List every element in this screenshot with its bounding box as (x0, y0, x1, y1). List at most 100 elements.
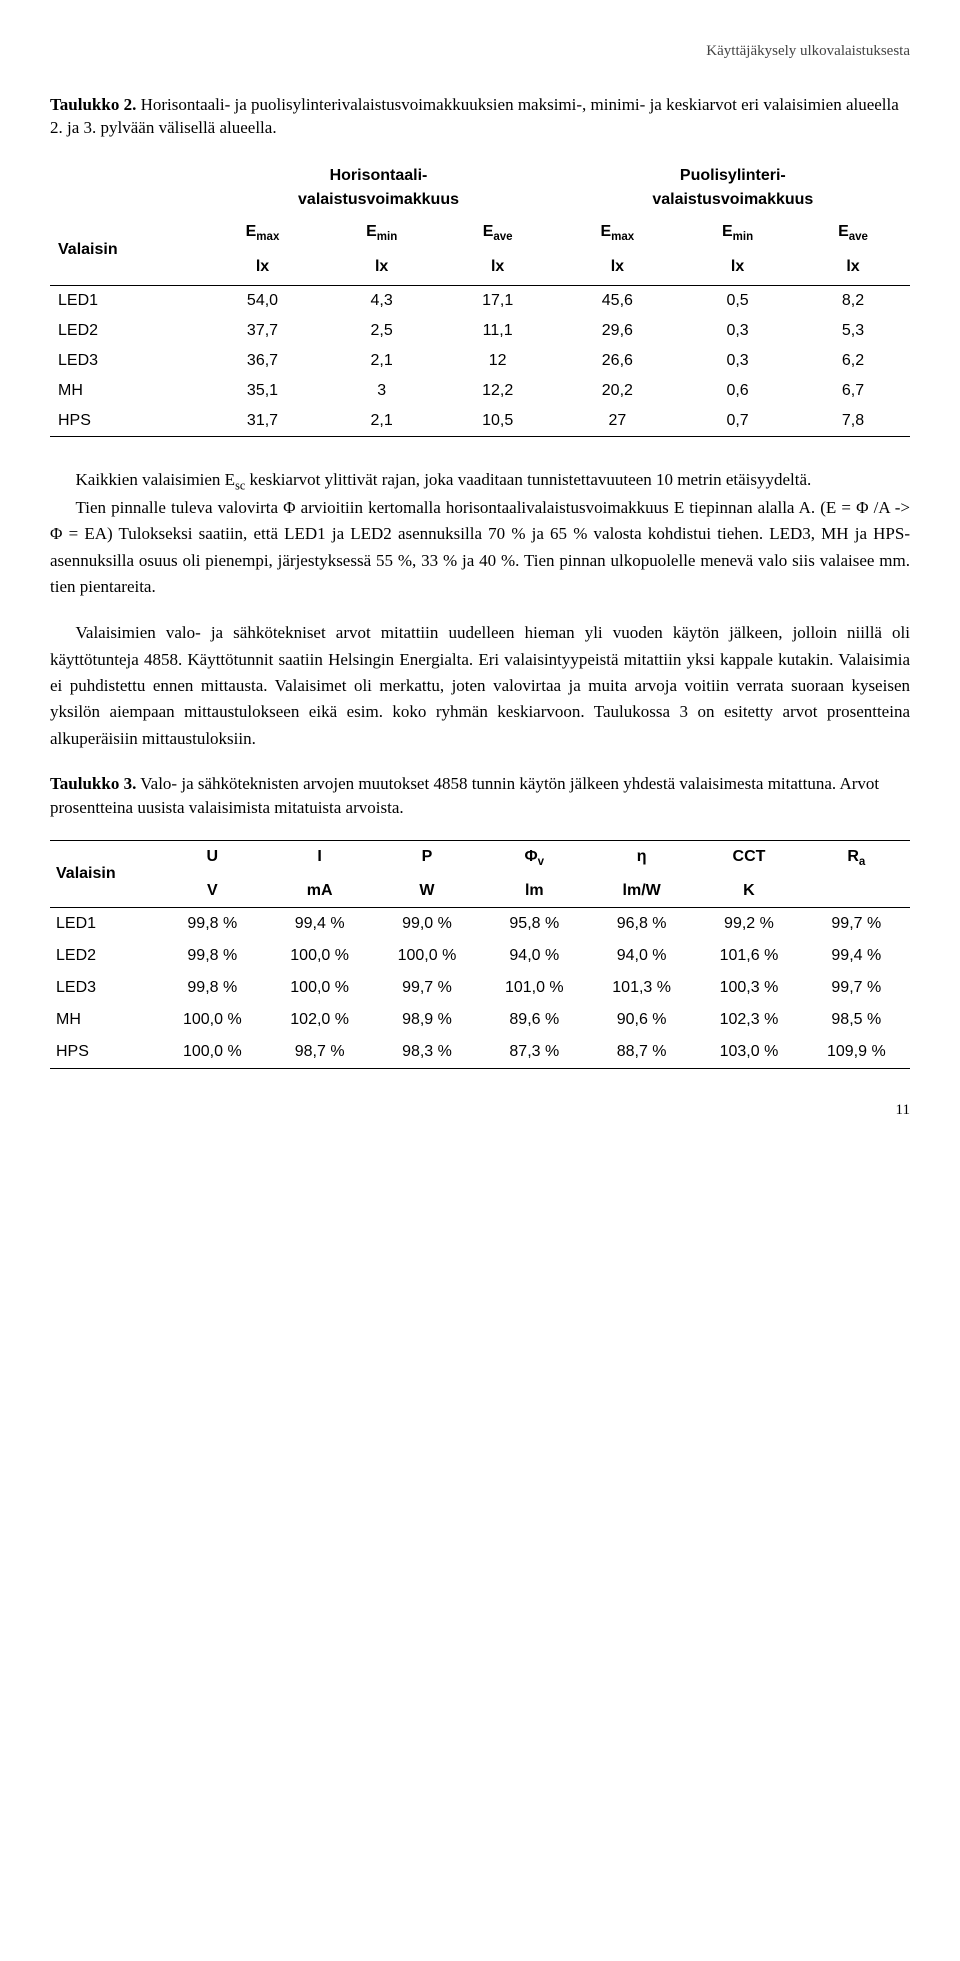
cell: 7,8 (796, 406, 910, 437)
para1-p2: Tien pinnalle tuleva valovirta Φ arvioit… (50, 495, 910, 600)
t3-h5: η (588, 840, 695, 875)
t3-u3: W (373, 875, 480, 908)
table-row: LED199,8 %99,4 %99,0 %95,8 %96,8 %99,2 %… (50, 908, 910, 941)
cell: 100,0 % (159, 1004, 266, 1036)
cell: 0,7 (679, 406, 796, 437)
table-row: LED399,8 %100,0 %99,7 %101,0 %101,3 %100… (50, 972, 910, 1004)
cell: 89,6 % (481, 1004, 588, 1036)
cell: 102,0 % (266, 1004, 373, 1036)
cell: 94,0 % (481, 940, 588, 972)
cell: 6,2 (796, 346, 910, 376)
cell: 10,5 (440, 406, 556, 437)
cell: 88,7 % (588, 1036, 695, 1069)
cell: 29,6 (556, 316, 679, 346)
row-name: LED2 (50, 940, 159, 972)
row-name: LED2 (50, 316, 201, 346)
t1-h3: Eave (440, 216, 556, 250)
cell: 20,2 (556, 376, 679, 406)
cell: 99,7 % (803, 908, 910, 941)
cell: 87,3 % (481, 1036, 588, 1069)
cell: 0,5 (679, 285, 796, 316)
cell: 45,6 (556, 285, 679, 316)
cell: 99,4 % (803, 940, 910, 972)
cell: 4,3 (324, 285, 440, 316)
cell: 99,8 % (159, 908, 266, 941)
cell: 95,8 % (481, 908, 588, 941)
paragraph-block-2: Valaisimien valo- ja sähkötekniset arvot… (50, 620, 910, 752)
t3-h2: I (266, 840, 373, 875)
t1-u1: lx (201, 251, 323, 286)
cell: 0,3 (679, 316, 796, 346)
table-row: LED299,8 %100,0 %100,0 %94,0 %94,0 %101,… (50, 940, 910, 972)
cell: 36,7 (201, 346, 323, 376)
row-name: HPS (50, 406, 201, 437)
t1-h6: Eave (796, 216, 910, 250)
t3-u4: lm (481, 875, 588, 908)
cell: 94,0 % (588, 940, 695, 972)
cell: 109,9 % (803, 1036, 910, 1069)
cell: 12,2 (440, 376, 556, 406)
cell: 98,7 % (266, 1036, 373, 1069)
cell: 98,5 % (803, 1004, 910, 1036)
paragraph-block-1: Kaikkien valaisimien Esc keskiarvot ylit… (50, 467, 910, 601)
cell: 99,8 % (159, 972, 266, 1004)
t1-u6: lx (796, 251, 910, 286)
cell: 27 (556, 406, 679, 437)
t1-corner: Valaisin (50, 216, 201, 285)
para2-p1: Valaisimien valo- ja sähkötekniset arvot… (50, 620, 910, 752)
cell: 5,3 (796, 316, 910, 346)
row-name: LED3 (50, 972, 159, 1004)
table-row: LED154,04,317,145,60,58,2 (50, 285, 910, 316)
cell: 101,3 % (588, 972, 695, 1004)
t1-u5: lx (679, 251, 796, 286)
cell: 0,3 (679, 346, 796, 376)
cell: 96,8 % (588, 908, 695, 941)
cell: 99,8 % (159, 940, 266, 972)
cell: 98,9 % (373, 1004, 480, 1036)
table3: Valaisin U I P Φv η CCT Ra V mA W lm lm/… (50, 840, 910, 1069)
cell: 99,7 % (373, 972, 480, 1004)
cell: 2,1 (324, 346, 440, 376)
t1-h5: Emin (679, 216, 796, 250)
cell: 100,0 % (266, 972, 373, 1004)
t1-group1: Horisontaali- valaistusvoimakkuus (201, 160, 555, 216)
t1-group2: Puolisylinteri- valaistusvoimakkuus (556, 160, 910, 216)
cell: 100,0 % (266, 940, 373, 972)
t3-h7: Ra (803, 840, 910, 875)
table3-caption: Taulukko 3. Valo- ja sähköteknisten arvo… (50, 772, 910, 820)
t1-u2: lx (324, 251, 440, 286)
cell: 99,7 % (803, 972, 910, 1004)
t3-h6: CCT (695, 840, 802, 875)
row-name: LED1 (50, 285, 201, 316)
t1-h4: Emax (556, 216, 679, 250)
caption2-bold: Taulukko 2. (50, 95, 136, 114)
para1-p1: Kaikkien valaisimien Esc keskiarvot ylit… (50, 467, 910, 495)
cell: 100,3 % (695, 972, 802, 1004)
row-name: LED1 (50, 908, 159, 941)
table-row: HPS100,0 %98,7 %98,3 %87,3 %88,7 %103,0 … (50, 1036, 910, 1069)
cell: 99,2 % (695, 908, 802, 941)
t3-h1: U (159, 840, 266, 875)
t3-u7 (803, 875, 910, 908)
cell: 12 (440, 346, 556, 376)
row-name: MH (50, 1004, 159, 1036)
cell: 98,3 % (373, 1036, 480, 1069)
cell: 3 (324, 376, 440, 406)
cell: 17,1 (440, 285, 556, 316)
table2-caption: Taulukko 2. Horisontaali- ja puolisylint… (50, 93, 910, 141)
cell: 8,2 (796, 285, 910, 316)
table-row: MH35,1312,220,20,66,7 (50, 376, 910, 406)
caption3-text: Valo- ja sähköteknisten arvojen muutokse… (50, 774, 879, 817)
t3-u6: K (695, 875, 802, 908)
running-header: Käyttäjäkysely ulkovalaistuksesta (50, 40, 910, 63)
cell: 35,1 (201, 376, 323, 406)
cell: 2,5 (324, 316, 440, 346)
cell: 31,7 (201, 406, 323, 437)
caption2-text: Horisontaali- ja puolisylinterivalaistus… (50, 95, 899, 138)
t1-h2: Emin (324, 216, 440, 250)
cell: 101,6 % (695, 940, 802, 972)
t3-u5: lm/W (588, 875, 695, 908)
t3-h3: P (373, 840, 480, 875)
table-row: LED237,72,511,129,60,35,3 (50, 316, 910, 346)
t3-corner: Valaisin (50, 840, 159, 907)
